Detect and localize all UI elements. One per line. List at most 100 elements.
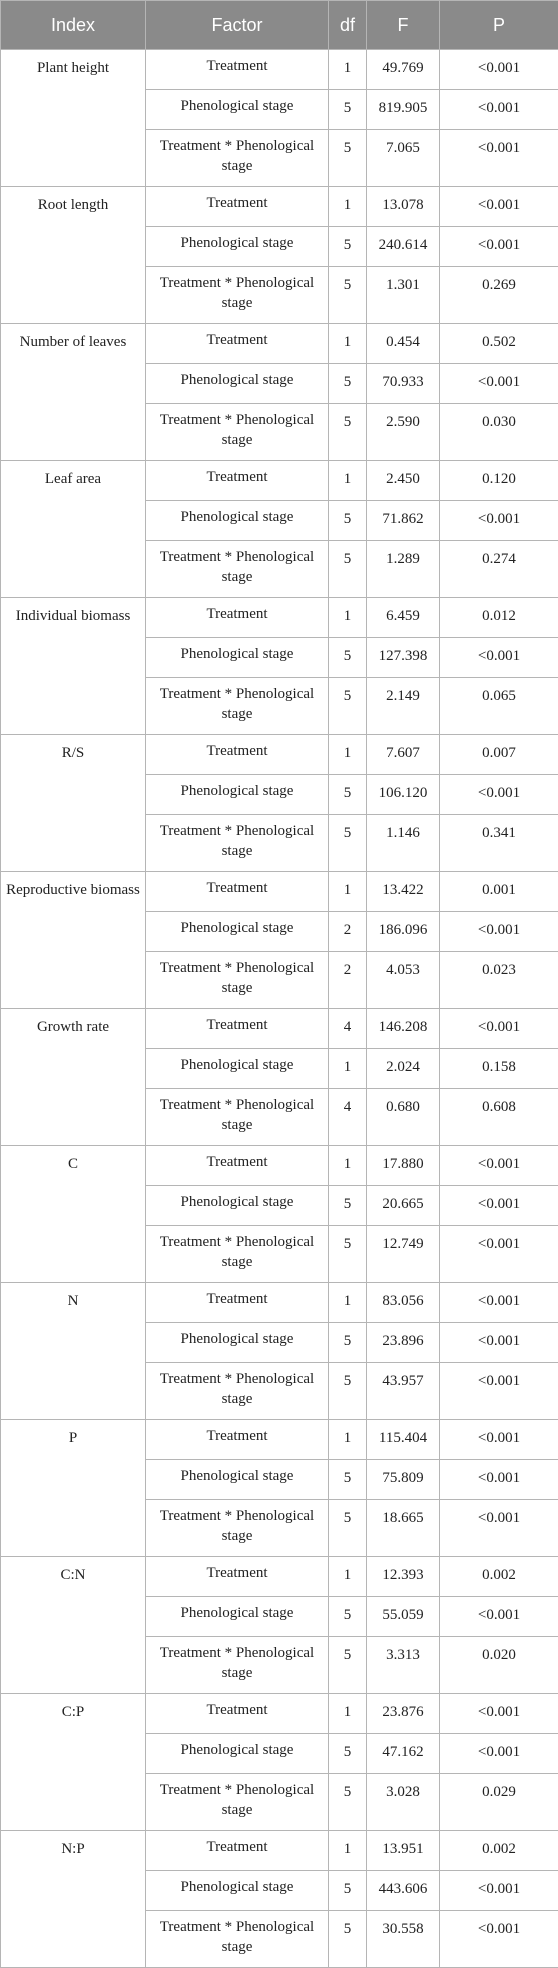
f-value-cell: 83.056 — [367, 1283, 440, 1323]
f-value-cell: 2.024 — [367, 1049, 440, 1089]
index-cell: Reproductive biomass — [1, 872, 146, 1009]
p-value-cell: 0.002 — [440, 1557, 558, 1597]
df-cell: 5 — [329, 815, 367, 872]
f-value-cell: 70.933 — [367, 364, 440, 404]
p-value-cell: <0.001 — [440, 1597, 558, 1637]
p-value-cell: 0.502 — [440, 324, 558, 364]
df-cell: 5 — [329, 364, 367, 404]
f-value-cell: 20.665 — [367, 1186, 440, 1226]
factor-cell: Treatment — [146, 187, 329, 227]
factor-cell: Phenological stage — [146, 1734, 329, 1774]
factor-cell: Treatment — [146, 50, 329, 90]
factor-cell: Phenological stage — [146, 1323, 329, 1363]
df-cell: 5 — [329, 1226, 367, 1283]
df-cell: 5 — [329, 227, 367, 267]
factor-cell: Phenological stage — [146, 227, 329, 267]
factor-cell: Treatment — [146, 1831, 329, 1871]
f-value-cell: 43.957 — [367, 1363, 440, 1420]
index-cell: Individual biomass — [1, 598, 146, 735]
p-value-cell: <0.001 — [440, 1694, 558, 1734]
f-value-cell: 127.398 — [367, 638, 440, 678]
factor-cell: Treatment — [146, 1694, 329, 1734]
factor-cell: Treatment — [146, 324, 329, 364]
df-cell: 5 — [329, 1774, 367, 1831]
df-cell: 1 — [329, 872, 367, 912]
p-value-cell: <0.001 — [440, 1363, 558, 1420]
df-cell: 5 — [329, 775, 367, 815]
factor-cell: Treatment * Phenological stage — [146, 1363, 329, 1420]
df-cell: 5 — [329, 267, 367, 324]
factor-cell: Treatment — [146, 872, 329, 912]
p-value-cell: 0.002 — [440, 1831, 558, 1871]
p-value-cell: 0.341 — [440, 815, 558, 872]
p-value-cell: <0.001 — [440, 1500, 558, 1557]
f-value-cell: 2.590 — [367, 404, 440, 461]
factor-cell: Phenological stage — [146, 638, 329, 678]
df-cell: 5 — [329, 404, 367, 461]
header-index: Index — [1, 1, 146, 50]
df-cell: 1 — [329, 187, 367, 227]
df-cell: 1 — [329, 324, 367, 364]
f-value-cell: 13.078 — [367, 187, 440, 227]
df-cell: 1 — [329, 1049, 367, 1089]
f-value-cell: 1.146 — [367, 815, 440, 872]
table-header-row: Index Factor df F P — [1, 1, 558, 50]
p-value-cell: 0.608 — [440, 1089, 558, 1146]
p-value-cell: <0.001 — [440, 1146, 558, 1186]
df-cell: 5 — [329, 678, 367, 735]
f-value-cell: 49.769 — [367, 50, 440, 90]
df-cell: 1 — [329, 1420, 367, 1460]
p-value-cell: <0.001 — [440, 501, 558, 541]
f-value-cell: 18.665 — [367, 1500, 440, 1557]
index-cell: Plant height — [1, 50, 146, 187]
df-cell: 5 — [329, 1871, 367, 1911]
p-value-cell: <0.001 — [440, 1460, 558, 1500]
header-f: F — [367, 1, 440, 50]
f-value-cell: 47.162 — [367, 1734, 440, 1774]
p-value-cell: <0.001 — [440, 227, 558, 267]
f-value-cell: 186.096 — [367, 912, 440, 952]
f-value-cell: 240.614 — [367, 227, 440, 267]
index-cell: N — [1, 1283, 146, 1420]
df-cell: 5 — [329, 1363, 367, 1420]
df-cell: 1 — [329, 1694, 367, 1734]
header-factor: Factor — [146, 1, 329, 50]
factor-cell: Treatment — [146, 461, 329, 501]
df-cell: 5 — [329, 1460, 367, 1500]
df-cell: 4 — [329, 1089, 367, 1146]
f-value-cell: 3.028 — [367, 1774, 440, 1831]
p-value-cell: <0.001 — [440, 1009, 558, 1049]
p-value-cell: 0.269 — [440, 267, 558, 324]
factor-cell: Treatment * Phenological stage — [146, 267, 329, 324]
df-cell: 5 — [329, 1597, 367, 1637]
f-value-cell: 7.065 — [367, 130, 440, 187]
index-cell: C:P — [1, 1694, 146, 1831]
p-value-cell: 0.120 — [440, 461, 558, 501]
p-value-cell: 0.001 — [440, 872, 558, 912]
df-cell: 1 — [329, 461, 367, 501]
factor-cell: Treatment * Phenological stage — [146, 1226, 329, 1283]
p-value-cell: <0.001 — [440, 1226, 558, 1283]
index-cell: Root length — [1, 187, 146, 324]
p-value-cell: <0.001 — [440, 1323, 558, 1363]
f-value-cell: 2.149 — [367, 678, 440, 735]
p-value-cell: <0.001 — [440, 130, 558, 187]
f-value-cell: 0.680 — [367, 1089, 440, 1146]
factor-cell: Phenological stage — [146, 501, 329, 541]
df-cell: 2 — [329, 952, 367, 1009]
p-value-cell: <0.001 — [440, 1283, 558, 1323]
f-value-cell: 17.880 — [367, 1146, 440, 1186]
f-value-cell: 30.558 — [367, 1911, 440, 1968]
factor-cell: Treatment * Phenological stage — [146, 1089, 329, 1146]
f-value-cell: 13.951 — [367, 1831, 440, 1871]
df-cell: 1 — [329, 1146, 367, 1186]
f-value-cell: 23.896 — [367, 1323, 440, 1363]
